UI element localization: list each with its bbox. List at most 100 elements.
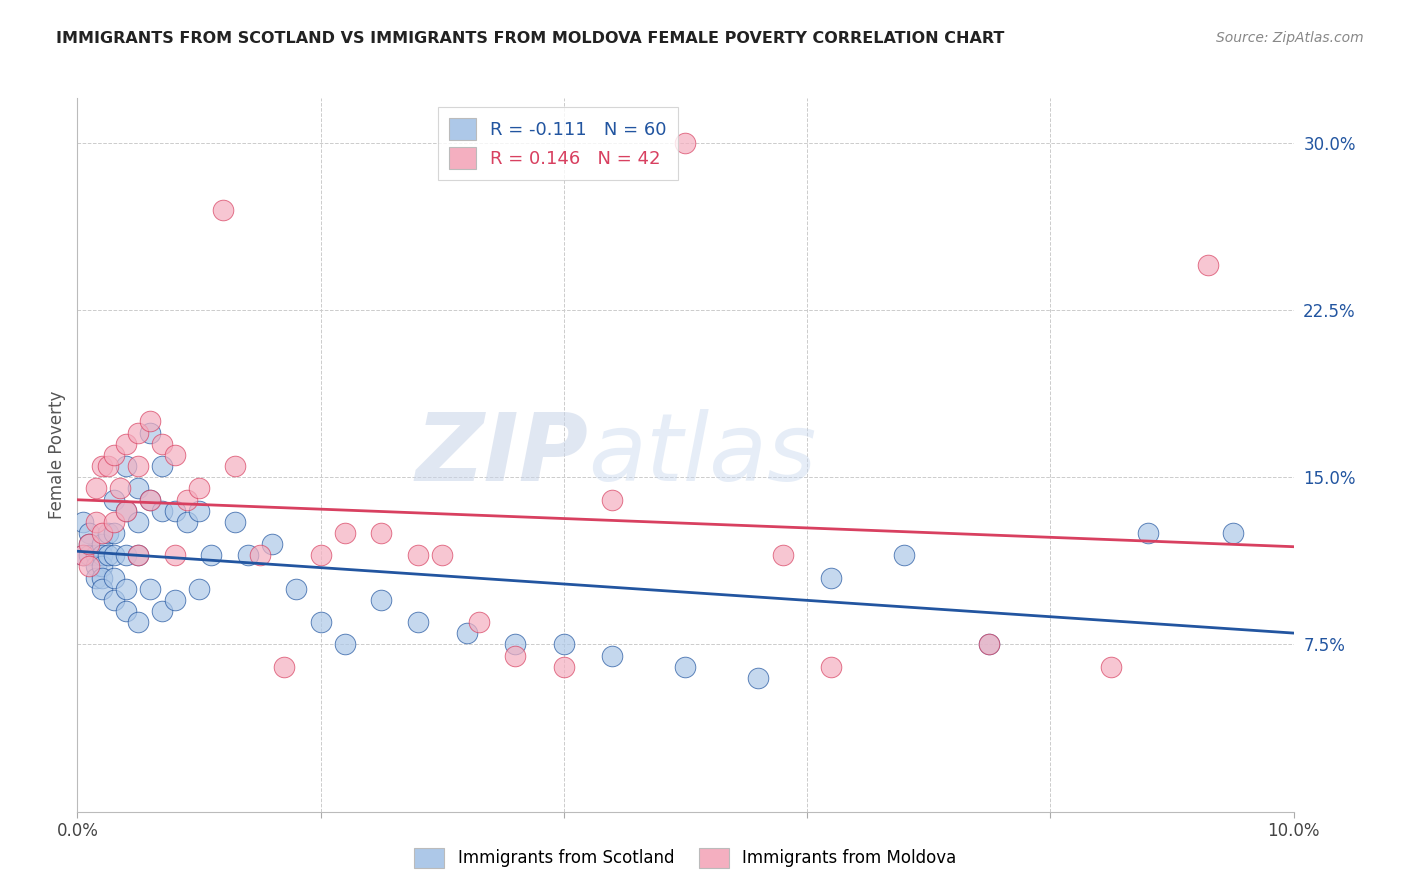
Point <box>139 414 162 429</box>
Point <box>79 537 101 551</box>
Point <box>602 648 624 663</box>
Point <box>979 637 1001 651</box>
Point <box>115 436 138 450</box>
Point <box>97 548 120 563</box>
Point <box>675 660 697 674</box>
Point <box>553 660 575 674</box>
Point <box>456 626 478 640</box>
Point <box>236 548 259 563</box>
Point <box>309 615 332 630</box>
Point <box>772 548 794 563</box>
Point <box>176 492 198 507</box>
Point <box>139 582 162 596</box>
Point <box>79 537 101 551</box>
Point <box>79 548 101 563</box>
Point <box>285 582 308 596</box>
Point <box>103 548 125 563</box>
Point <box>127 482 149 496</box>
Point <box>152 459 174 474</box>
Point <box>370 526 392 541</box>
Point <box>84 559 107 574</box>
Point <box>333 526 356 541</box>
Point <box>820 571 842 585</box>
Point <box>370 592 392 607</box>
Text: ZIP: ZIP <box>415 409 588 501</box>
Point <box>115 548 138 563</box>
Point <box>406 615 429 630</box>
Point <box>260 537 283 551</box>
Point <box>163 592 186 607</box>
Point <box>127 548 149 563</box>
Point <box>1136 526 1159 541</box>
Point <box>115 582 138 596</box>
Point <box>503 637 526 651</box>
Point <box>273 660 295 674</box>
Point <box>200 548 222 563</box>
Point <box>224 459 246 474</box>
Point <box>152 604 174 618</box>
Point <box>115 503 138 517</box>
Point <box>103 571 125 585</box>
Point <box>108 482 131 496</box>
Point <box>893 548 915 563</box>
Point <box>72 548 94 563</box>
Point <box>84 515 107 529</box>
Point <box>503 648 526 663</box>
Point <box>103 526 125 541</box>
Point <box>430 548 453 563</box>
Point <box>333 637 356 651</box>
Point <box>163 503 186 517</box>
Point <box>139 492 162 507</box>
Point <box>127 515 149 529</box>
Point <box>79 526 101 541</box>
Point <box>1099 660 1122 674</box>
Point <box>820 660 842 674</box>
Point <box>115 459 138 474</box>
Point <box>979 637 1001 651</box>
Point <box>212 202 235 217</box>
Point <box>115 503 138 517</box>
Point <box>103 448 125 462</box>
Point <box>176 515 198 529</box>
Point <box>79 559 101 574</box>
Point <box>115 604 138 618</box>
Point <box>467 615 489 630</box>
Point <box>188 503 211 517</box>
Point <box>406 548 429 563</box>
Text: Source: ZipAtlas.com: Source: ZipAtlas.com <box>1216 31 1364 45</box>
Point <box>127 459 149 474</box>
Point <box>90 548 112 563</box>
Point <box>127 548 149 563</box>
Point <box>1222 526 1244 541</box>
Point <box>103 592 125 607</box>
Point <box>163 548 186 563</box>
Point <box>103 492 125 507</box>
Point <box>1197 259 1219 273</box>
Point <box>127 615 149 630</box>
Point <box>90 537 112 551</box>
Point <box>103 515 125 529</box>
Legend: Immigrants from Scotland, Immigrants from Moldova: Immigrants from Scotland, Immigrants fro… <box>408 841 963 875</box>
Point <box>90 582 112 596</box>
Point <box>72 548 94 563</box>
Point <box>602 492 624 507</box>
Point <box>224 515 246 529</box>
Point <box>97 459 120 474</box>
Y-axis label: Female Poverty: Female Poverty <box>48 391 66 519</box>
Point <box>72 515 94 529</box>
Point <box>553 637 575 651</box>
Point <box>127 425 149 440</box>
Point <box>152 436 174 450</box>
Point <box>747 671 769 685</box>
Point <box>152 503 174 517</box>
Text: atlas: atlas <box>588 409 817 500</box>
Point <box>90 459 112 474</box>
Point <box>188 482 211 496</box>
Point <box>139 492 162 507</box>
Point <box>84 571 107 585</box>
Point <box>97 526 120 541</box>
Point <box>163 448 186 462</box>
Point <box>188 582 211 596</box>
Text: IMMIGRANTS FROM SCOTLAND VS IMMIGRANTS FROM MOLDOVA FEMALE POVERTY CORRELATION C: IMMIGRANTS FROM SCOTLAND VS IMMIGRANTS F… <box>56 31 1005 46</box>
Point <box>139 425 162 440</box>
